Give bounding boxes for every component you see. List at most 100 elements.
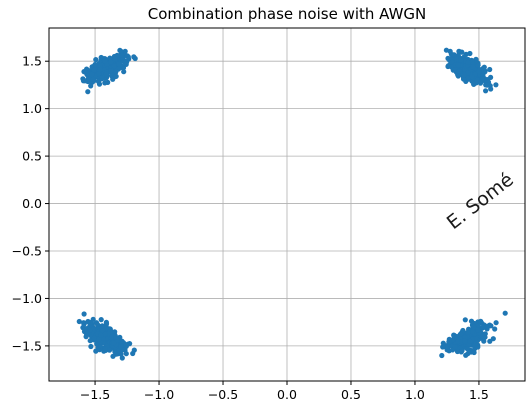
scatter-point [102,331,108,337]
scatter-point [110,353,116,359]
y-tick-label: −1.5 [12,338,42,353]
scatter-point [475,62,481,68]
scatter-point [470,64,476,70]
y-axis-ticks: 1.5 1.0 0.5 0.0 −0.5 −1.0 −1.5 [12,54,49,353]
scatter-point [119,338,125,344]
scatter-point [487,66,493,73]
scatter-point [87,338,93,344]
x-tick-label: 1.0 [405,387,425,402]
scatter-point [86,76,92,82]
scatter-point [465,70,471,76]
x-tick-label: −1.0 [144,387,174,402]
scatter-point [461,72,467,78]
scatter-point [462,317,468,323]
scatter-point [488,86,494,92]
scatter-point [481,338,487,344]
scatter-point [446,339,452,345]
y-tick-label: −1.0 [12,291,42,306]
scatter-point [88,83,94,89]
scatter-point [468,349,474,355]
scatter-point [112,56,118,62]
scatter-point [502,310,508,316]
x-tick-label: 0.0 [277,387,297,402]
scatter-point [126,56,132,62]
scatter-point [85,330,91,336]
scatter-point [102,58,108,64]
scatter-point [454,56,460,62]
scatter-point [465,329,471,335]
scatter-point [92,61,98,68]
scatter-point [469,74,475,80]
scatter-point [484,323,490,329]
scatter-point [469,328,476,335]
scatter-point [80,76,86,82]
y-tick-label: 0.5 [22,149,42,164]
scatter-point [96,336,102,342]
scatter-point [467,338,473,344]
scatter-point [107,55,113,61]
scatter-point [471,81,477,87]
scatter-point [106,347,113,353]
y-tick-label: −0.5 [12,243,42,258]
scatter-point [475,327,481,333]
scatter-point [118,344,124,350]
scatter-point [451,52,457,58]
scatter-point [455,62,461,68]
scatter-point [130,350,136,357]
scatter-point [462,338,468,344]
scatter-point [458,331,464,337]
scatter-point [476,69,482,75]
scatter-point [116,61,122,67]
scatter-point [490,336,496,342]
scatter-point [480,324,486,330]
scatter-point [113,334,119,340]
scatter-point [111,63,117,69]
x-axis-ticks: −1.5 −1.0 −0.5 0.0 0.5 1.0 1.5 [80,381,489,402]
scatter-point [108,59,114,65]
scatter-point [89,71,95,78]
scatter-point [493,82,499,88]
y-tick-label: 1.5 [22,54,42,69]
scatter-point [455,338,461,344]
scatter-point [474,77,480,83]
scatter-point [103,321,110,327]
scatter-point [459,49,465,55]
scatter-point [122,48,128,54]
scatter-point [452,344,458,350]
scatter-point [111,340,117,346]
y-tick-label: 0.0 [22,196,42,211]
x-tick-label: −1.5 [80,387,110,402]
scatter-point [91,335,97,341]
scatter-point [454,348,461,355]
scatter-point [465,59,471,65]
scatter-point [460,76,467,82]
x-tick-label: 0.5 [341,387,361,402]
scatter-point [492,326,498,332]
scatter-point [85,89,91,95]
scatter-point [478,318,484,324]
x-tick-label: −0.5 [208,387,238,402]
scatter-point [493,320,499,326]
scatter-point [93,57,99,63]
scatter-point [91,67,97,73]
scatter-point [98,332,104,338]
scatter-points [76,47,508,361]
scatter-point [119,355,125,361]
scatter-point [121,69,127,75]
scatter-point [113,73,119,79]
scatter-point [103,71,109,77]
scatter-point [113,68,119,74]
scatter-point [443,47,449,53]
chart-title: Combination phase noise with AWGN [148,5,427,23]
scatter-point [471,324,477,330]
scatter-point [98,317,104,323]
scatter-point [94,341,100,347]
scatter-point [458,57,464,63]
scatter-point [97,66,103,73]
scatter-point [88,343,94,350]
scatter-point [439,352,445,359]
scatter-point [76,318,82,325]
scatter-point [95,78,101,84]
scatter-point [122,59,128,66]
scatter-point [483,88,489,94]
